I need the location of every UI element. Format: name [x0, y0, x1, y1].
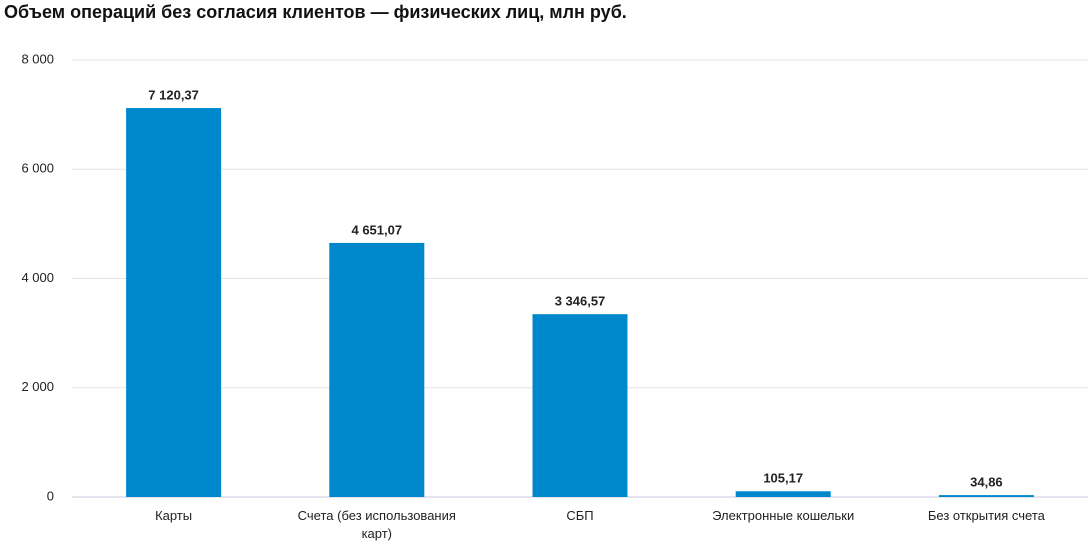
y-tick-label: 8 000 [21, 51, 54, 66]
value-label: 34,86 [970, 475, 1003, 490]
x-tick-label: Карты [155, 508, 193, 523]
x-tick-label: СБП [566, 508, 594, 523]
bar [532, 314, 628, 497]
chart-title: Объем операций без согласия клиентов — ф… [4, 2, 627, 22]
y-tick-label: 6 000 [21, 161, 54, 176]
bar [735, 491, 831, 497]
y-tick-label: 0 [47, 488, 54, 503]
y-tick-label: 2 000 [21, 379, 54, 394]
value-label: 4 651,07 [351, 222, 402, 237]
bar [329, 242, 425, 497]
y-tick-label: 4 000 [21, 270, 54, 285]
bar [938, 495, 1034, 497]
value-label: 3 346,57 [555, 294, 606, 309]
x-tick-label: Электронные кошельки [712, 508, 855, 523]
bar [126, 108, 222, 497]
x-tick-label: Счета (без использования карт) [297, 508, 456, 541]
x-tick-label: Без открытия счета [927, 508, 1045, 523]
value-label: 105,17 [763, 471, 803, 486]
value-label: 7 120,37 [148, 87, 199, 102]
